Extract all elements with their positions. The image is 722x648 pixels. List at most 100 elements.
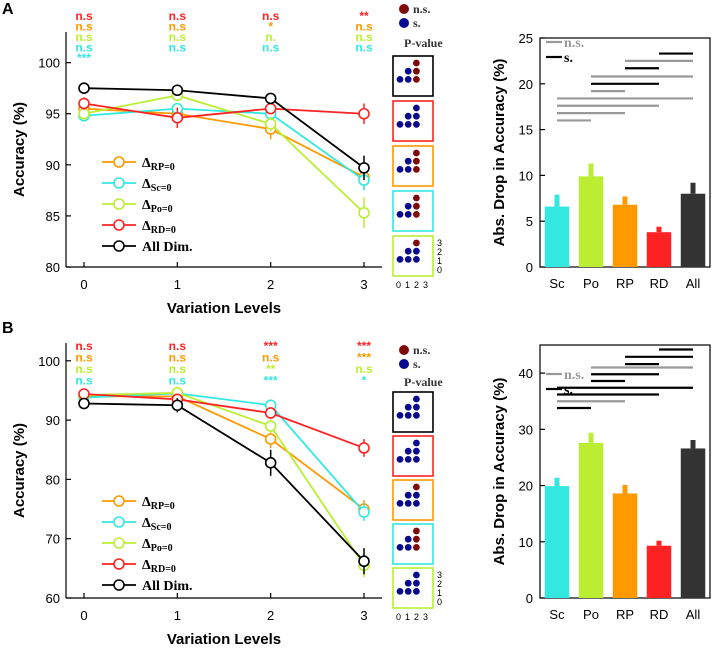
y-tick-label: 0 <box>526 591 533 606</box>
x-tick-label: 2 <box>267 608 274 623</box>
pvalue-legend-b: n.s. s. P-value <box>399 343 443 389</box>
category-label: Po <box>583 607 599 622</box>
pvalue-dot <box>404 211 412 218</box>
pvalue-dot <box>404 247 412 255</box>
y-tick-label: 100 <box>38 354 60 369</box>
y-tick-label: 25 <box>519 31 533 46</box>
series-line <box>83 392 365 513</box>
matrix-x-label: 0 <box>396 612 401 622</box>
ns-dot <box>399 4 409 14</box>
pvalue-dot <box>413 527 420 535</box>
pvalue-dot <box>404 121 412 128</box>
matrix-x-label: 0 <box>396 280 401 290</box>
legend-label: All Dim. <box>142 240 193 255</box>
data-point <box>78 397 90 410</box>
legend-marker <box>113 219 125 231</box>
significance-label: ** <box>266 362 276 376</box>
significance-label: n.s <box>169 351 187 365</box>
y-tick-label: 80 <box>46 472 60 487</box>
pvalue-dot <box>413 491 420 499</box>
y-axis-label: Abs. Drop in Accuracy (%) <box>491 378 508 566</box>
significance-label: n.s <box>169 30 187 44</box>
bar <box>544 486 570 598</box>
panel-label-a: A <box>2 1 14 18</box>
pvalue-dot <box>413 535 420 543</box>
data-point <box>264 420 277 432</box>
significance-label: n.s <box>169 41 187 55</box>
pvalue-title: P-value <box>404 375 443 389</box>
bar <box>578 176 604 267</box>
y-tick-label: 90 <box>46 413 60 428</box>
s-dot <box>399 359 409 369</box>
pvalue-dot <box>413 211 420 218</box>
significance-label: n.s <box>75 339 93 353</box>
pvalue-dot <box>413 403 420 411</box>
line-chart-b: 60 70 80 90 100 0 1 2 3 Variation Levels Accuracy … <box>11 339 382 648</box>
series-line <box>83 107 365 181</box>
y-tick-label: 10 <box>519 535 533 550</box>
pvalue-dot <box>413 544 420 551</box>
pvalue-dot <box>413 121 420 128</box>
line-chart-a: 80 85 90 95 100 0 1 2 3 Variation Levels Accuracy … <box>11 9 382 317</box>
data-point <box>358 506 370 518</box>
significance-label: n.s <box>262 9 280 23</box>
legend-label: ΔSc=0 <box>142 177 171 194</box>
pvalue-dot <box>413 579 420 587</box>
data-point <box>358 555 370 568</box>
bar-chart-a: 0 5 10 15 20 25 Abs. Drop in Accuracy (%) Sc Po R… <box>491 31 711 291</box>
pvalue-dot <box>413 76 420 83</box>
matrix-y-label: 2 <box>437 579 442 589</box>
data-point <box>264 433 277 445</box>
significance-label: n.s <box>75 41 93 55</box>
s-label: s. <box>413 357 421 371</box>
category-label: RP <box>616 607 634 622</box>
pvalue-dot <box>413 247 420 255</box>
pvalue-title: P-value <box>404 36 443 50</box>
significance-label: *** <box>264 339 278 353</box>
legend-label: ΔRP=0 <box>142 156 175 173</box>
pvalue-dot <box>413 412 420 419</box>
legend-ns-label: n.s. <box>564 368 584 383</box>
x-axis-label: Variation Levels <box>167 300 281 317</box>
pvalue-dot <box>404 403 412 411</box>
matrix-x-label: 2 <box>414 612 419 622</box>
significance-label: n.s <box>75 351 93 365</box>
pvalue-dot <box>404 544 412 551</box>
legend-s-label: s. <box>564 383 573 398</box>
pvalue-dot <box>396 544 404 551</box>
x-tick-label: 3 <box>360 608 367 623</box>
pvalue-matrix <box>392 100 434 142</box>
y-tick-label: 20 <box>519 77 533 92</box>
legend-marker <box>113 579 125 591</box>
pvalue-dot <box>413 67 420 75</box>
significance-label: n.s <box>75 9 93 23</box>
significance-label: n.s <box>355 362 373 376</box>
s-label: s. <box>413 16 421 30</box>
matrix-y-label: 0 <box>437 597 442 607</box>
pvalue-dot <box>413 157 420 165</box>
pvalue-dot <box>413 439 420 447</box>
y-tick-label: 10 <box>519 168 533 183</box>
pvalue-dot <box>404 412 412 419</box>
category-label: RD <box>650 276 669 291</box>
legend-label: ΔPo=0 <box>142 198 173 215</box>
series-line <box>83 94 365 214</box>
pvalue-dot <box>413 500 420 507</box>
data-point <box>171 399 184 412</box>
pvalue-dot <box>404 76 412 83</box>
significance-label: *** <box>77 51 91 65</box>
y-tick-label: 0 <box>526 260 533 275</box>
legend-marker <box>113 537 125 549</box>
legend-s-label: s. <box>564 51 573 66</box>
matrix-y-label: 2 <box>437 247 442 257</box>
data-point <box>264 118 277 130</box>
significance-label: n.s <box>75 374 93 388</box>
legend-label: ΔPo=0 <box>142 537 173 554</box>
legend-marker <box>113 495 125 507</box>
pvalue-dot <box>404 500 412 507</box>
bar <box>578 442 604 598</box>
x-tick-label: 3 <box>360 277 367 292</box>
y-axis-label: Abs. Drop in Accuracy (%) <box>491 59 508 247</box>
data-point <box>358 442 370 454</box>
x-axis-label: Variation Levels <box>167 631 281 648</box>
